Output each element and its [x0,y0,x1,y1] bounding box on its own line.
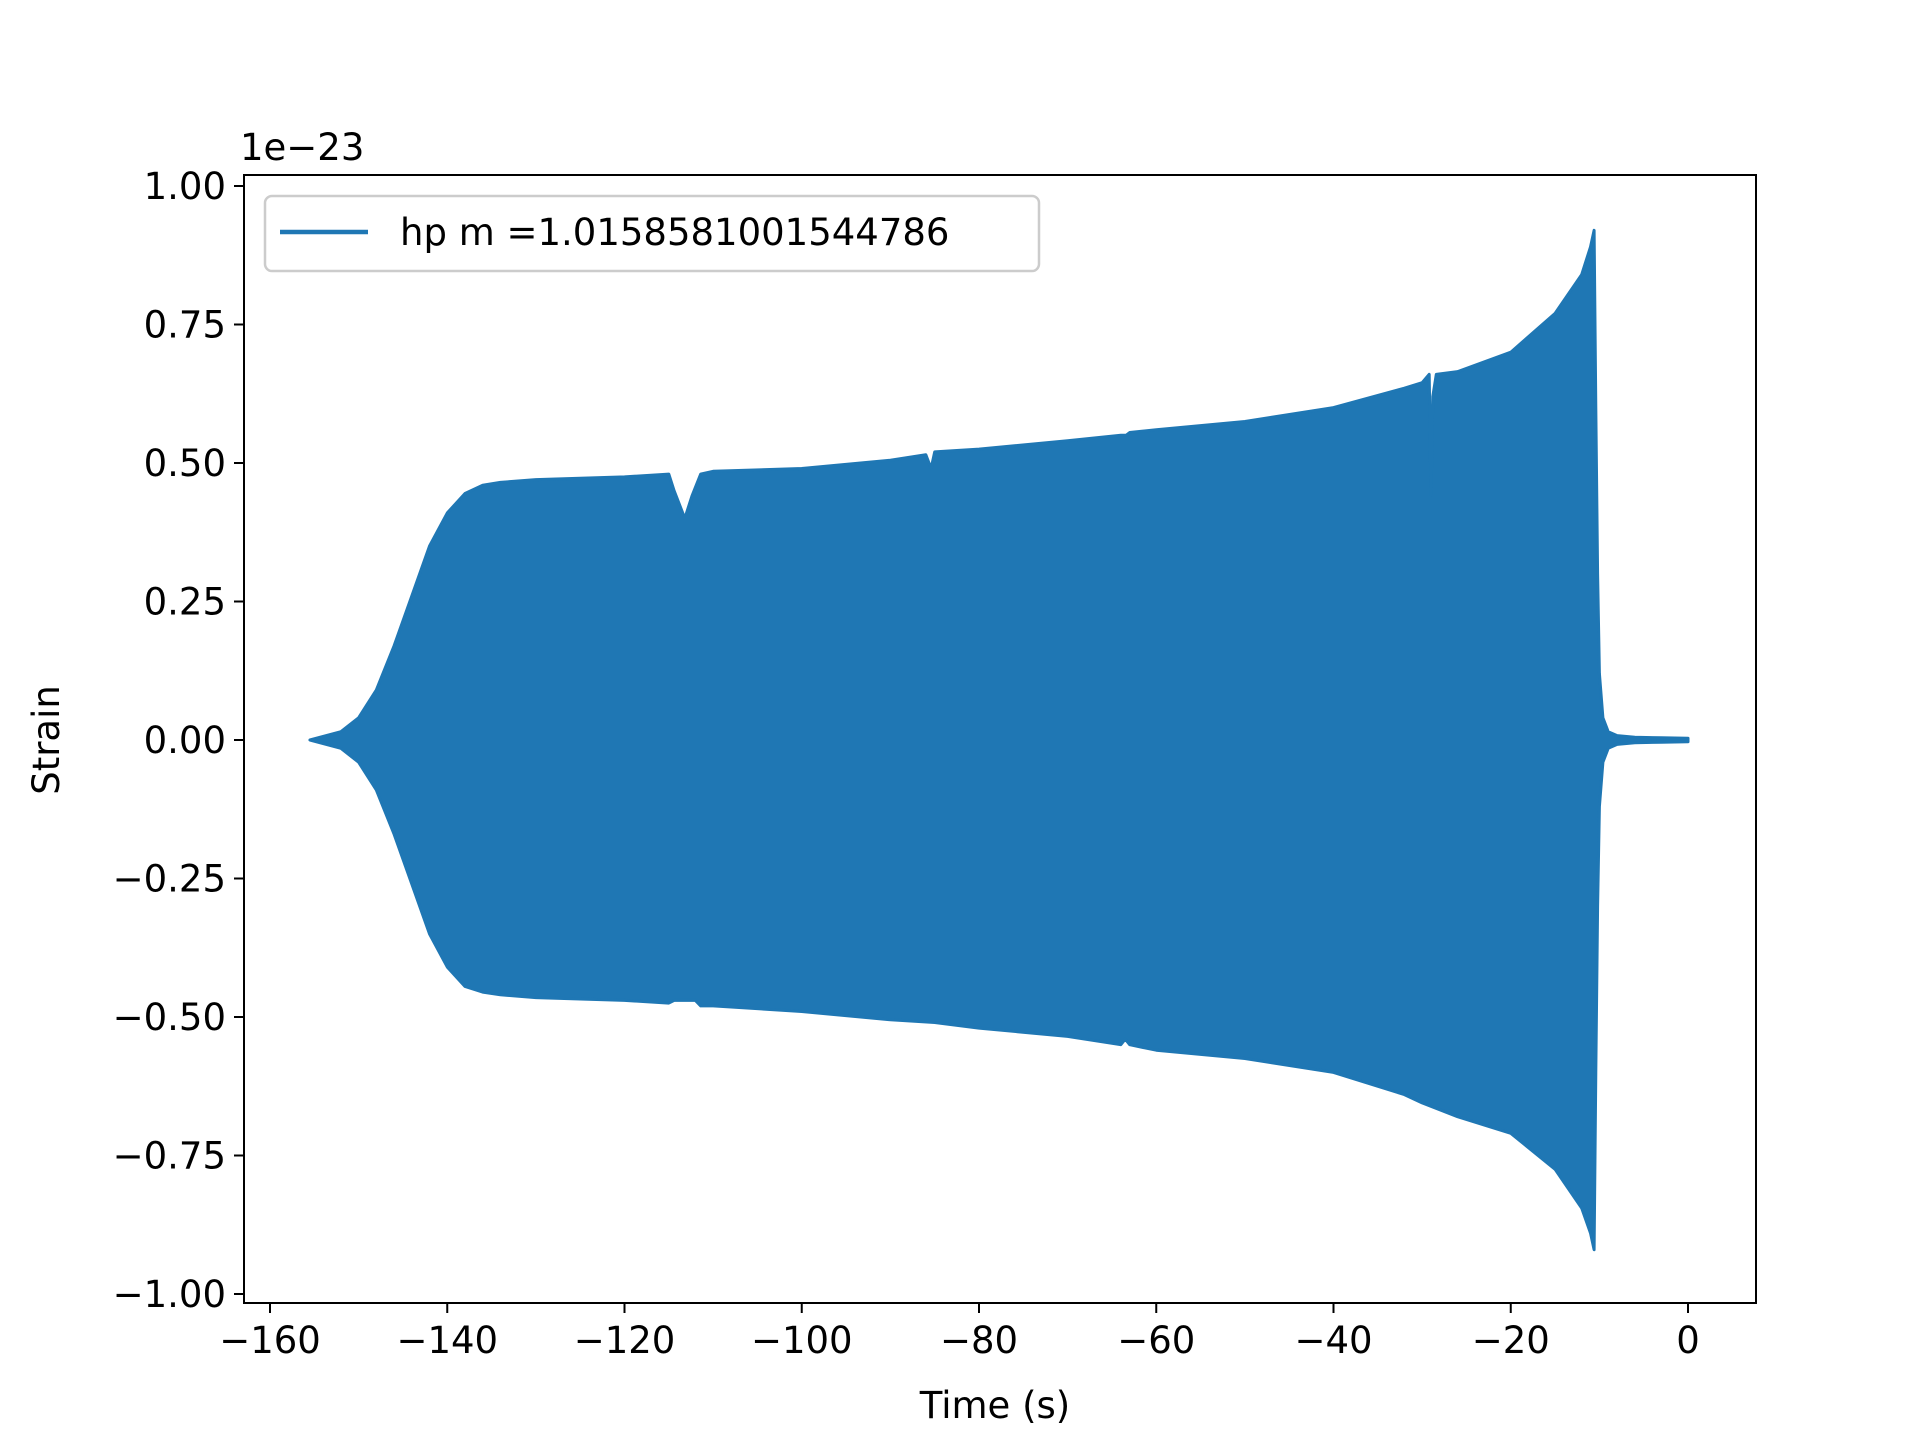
plot-area [308,228,1690,1252]
y-tick-label: −1.00 [113,1273,226,1316]
x-tick-label: 0 [1676,1319,1700,1362]
y-tick-label: 0.00 [144,719,226,762]
x-tick-label: −160 [219,1319,321,1362]
x-tick-label: −140 [396,1319,498,1362]
legend-box [263,194,1041,273]
y-axis-label: Strain [25,685,68,795]
x-tick-label: −20 [1472,1319,1550,1362]
y-tick-label: −0.25 [113,858,226,901]
x-tick-label: −40 [1294,1319,1372,1362]
x-tick-label: −80 [940,1319,1018,1362]
x-tick-label: −100 [751,1319,853,1362]
series-waveform-band [308,228,1690,1252]
y-tick-label: −0.50 [113,996,226,1039]
y-tick-label: 0.50 [144,442,226,485]
y-tick-label: 1.00 [144,165,226,208]
x-tick-label: −120 [574,1319,676,1362]
x-axis-label: Time (s) [919,1384,1070,1427]
y-tick-label: −0.75 [113,1135,226,1178]
y-tick-label: 0.25 [144,581,226,624]
x-tick-label: −60 [1117,1319,1195,1362]
axes: −160 −140 −120 −100 −80 −60 −40 −20 0 1.00 0.75 0.5… [113,165,1757,1362]
legend-label: hp m =1.0158581001544786 [400,211,949,254]
legend: hp m =1.0158581001544786 [263,194,1041,273]
y-tick-label: 0.75 [144,304,226,347]
y-offset-text: 1e−23 [240,126,364,169]
